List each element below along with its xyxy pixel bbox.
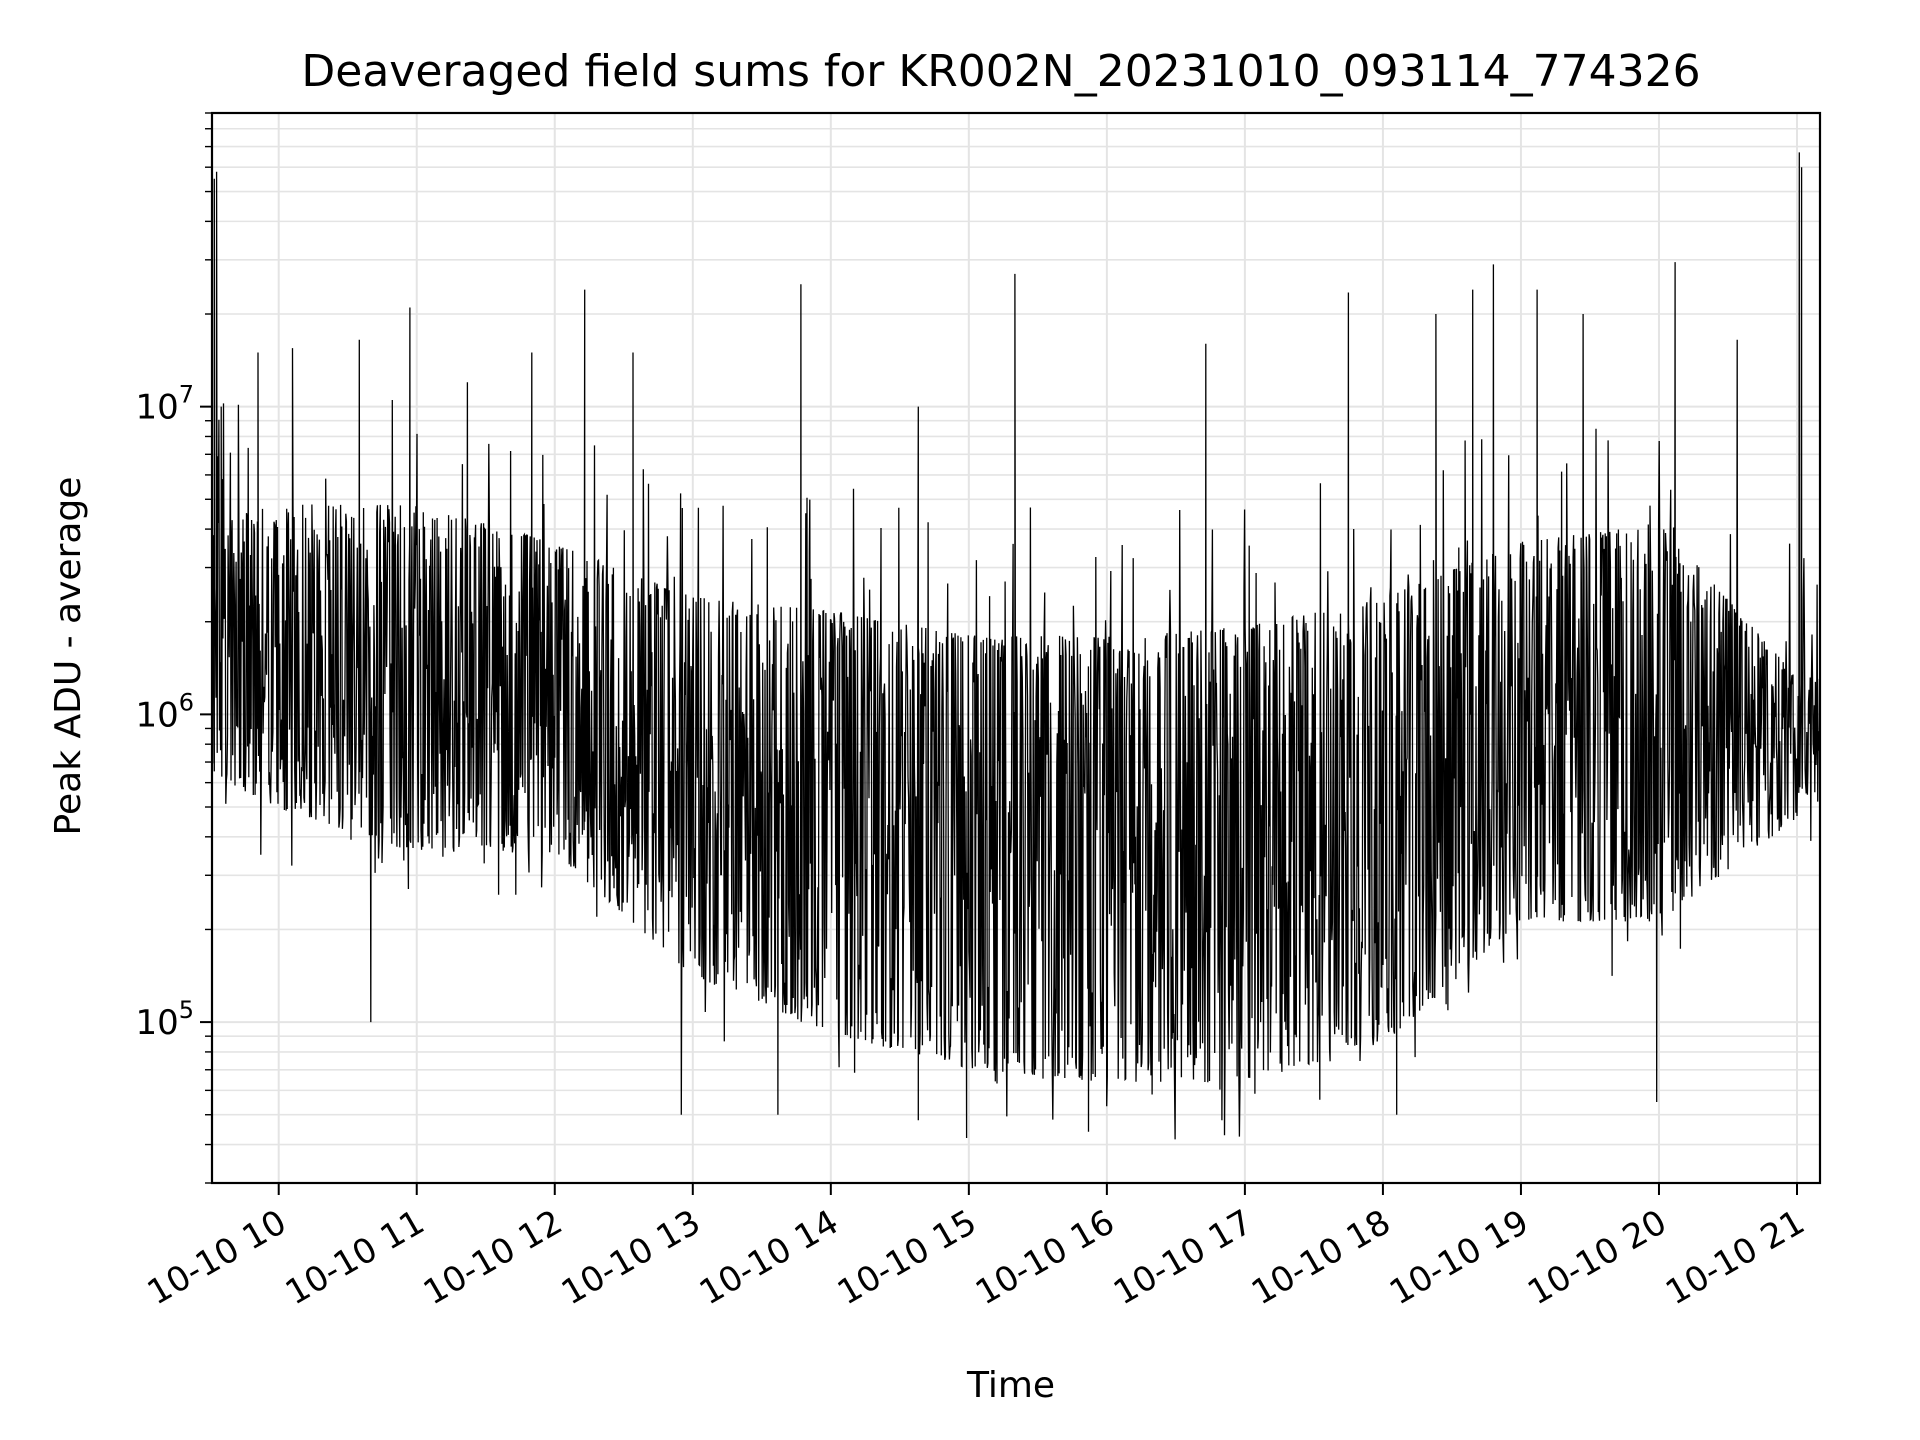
axes-frame [210, 111, 1822, 1185]
y-axis-title: Peak ADU - average [48, 477, 89, 836]
y-tick-label: 107 [135, 381, 194, 428]
chart-title: Deaveraged field sums for KR002N_2023101… [301, 46, 1700, 97]
y-tick-label: 105 [135, 996, 194, 1043]
series-layer [211, 152, 1821, 1140]
y-tick-label: 106 [135, 688, 194, 735]
series-line [211, 152, 1821, 1140]
x-axis-title: Time [966, 1365, 1055, 1406]
